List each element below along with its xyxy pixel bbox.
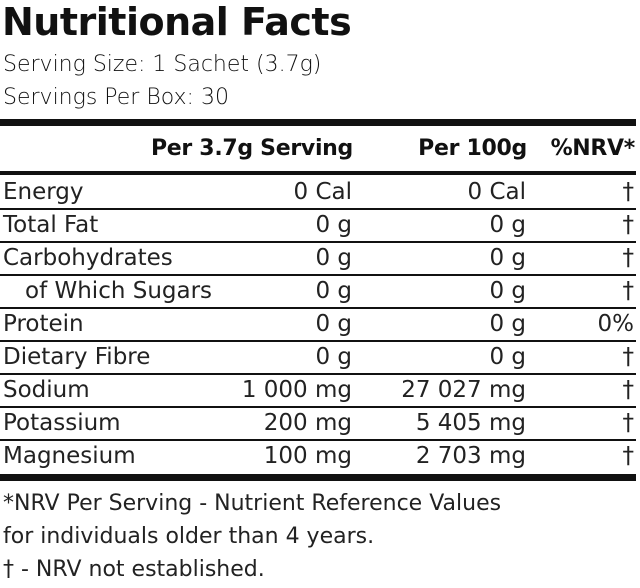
bottom-divider [0,474,636,481]
per-100g-value: 0 Cal [467,179,527,205]
per-serving-value: 0 g [315,278,352,304]
per-100g-value: 2 703 mg [415,443,526,469]
header-divider [0,171,636,175]
nrv-value: † [622,278,635,304]
per-100g-value: 27 027 mg [401,377,526,403]
table-row: Carbohydrates 0 g 0 g † [0,242,640,274]
table-row: Sodium 1 000 mg 27 027 mg † [0,374,640,406]
row-divider [0,274,636,276]
nrv-value: † [622,377,635,403]
nrv-value: † [622,344,635,370]
row-divider [0,340,636,342]
servings-per-box: Servings Per Box: 30 [3,85,229,110]
table-row: Protein 0 g 0 g 0% [0,308,640,340]
serving-size: Serving Size: 1 Sachet (3.7g) [3,52,322,77]
per-serving-value: 1 000 mg [241,377,352,403]
nutrient-name: Potassium [3,410,121,436]
row-divider [0,373,636,375]
nrv-value: † [622,443,635,469]
row-divider [0,208,636,210]
footnote-age-note: for individuals older than 4 years. [3,524,375,549]
nrv-value: 0% [597,311,635,337]
nrv-value: † [622,212,635,238]
top-divider [0,119,636,126]
row-divider [0,241,636,243]
per-serving-value: 0 g [315,212,352,238]
row-divider [0,406,636,408]
per-100g-value: 0 g [489,212,526,238]
per-serving-value: 0 g [315,344,352,370]
per-100g-value: 0 g [489,278,526,304]
table-row: Magnesium 100 mg 2 703 mg † [0,440,640,472]
table-row: Total Fat 0 g 0 g † [0,209,640,241]
column-header-nrv: %NRV* [550,136,636,161]
nrv-value: † [622,410,635,436]
panel-title: Nutritional Facts [2,0,352,44]
row-divider [0,307,636,309]
nutrient-name: Sodium [3,377,90,403]
nutrient-name: Magnesium [3,443,136,469]
footnote-nrv-definition: *NRV Per Serving - Nutrient Reference Va… [3,491,502,516]
column-header-per-100g: Per 100g [418,136,527,161]
per-serving-value: 200 mg [263,410,352,436]
table-row: Dietary Fibre 0 g 0 g † [0,341,640,373]
nrv-value: † [622,179,635,205]
per-100g-value: 0 g [489,311,526,337]
table-row: of Which Sugars 0 g 0 g † [0,275,640,307]
nrv-value: † [622,245,635,271]
footnote-dagger-note: † - NRV not established. [3,557,265,582]
nutrient-name: Total Fat [3,212,99,238]
nutrient-name: of Which Sugars [25,278,213,304]
nutrient-name: Energy [3,179,84,205]
per-serving-value: 0 Cal [293,179,353,205]
nutrient-name: Carbohydrates [3,245,173,271]
table-row: Energy 0 Cal 0 Cal † [0,176,640,208]
nutrient-name: Protein [3,311,84,337]
per-serving-value: 100 mg [263,443,352,469]
nutrient-name: Dietary Fibre [3,344,151,370]
per-100g-value: 0 g [489,344,526,370]
per-serving-value: 0 g [315,245,352,271]
per-serving-value: 0 g [315,311,352,337]
column-header-per-serving: Per 3.7g Serving [150,136,353,161]
row-divider [0,439,636,441]
per-100g-value: 5 405 mg [415,410,526,436]
per-100g-value: 0 g [489,245,526,271]
table-row: Potassium 200 mg 5 405 mg † [0,407,640,439]
